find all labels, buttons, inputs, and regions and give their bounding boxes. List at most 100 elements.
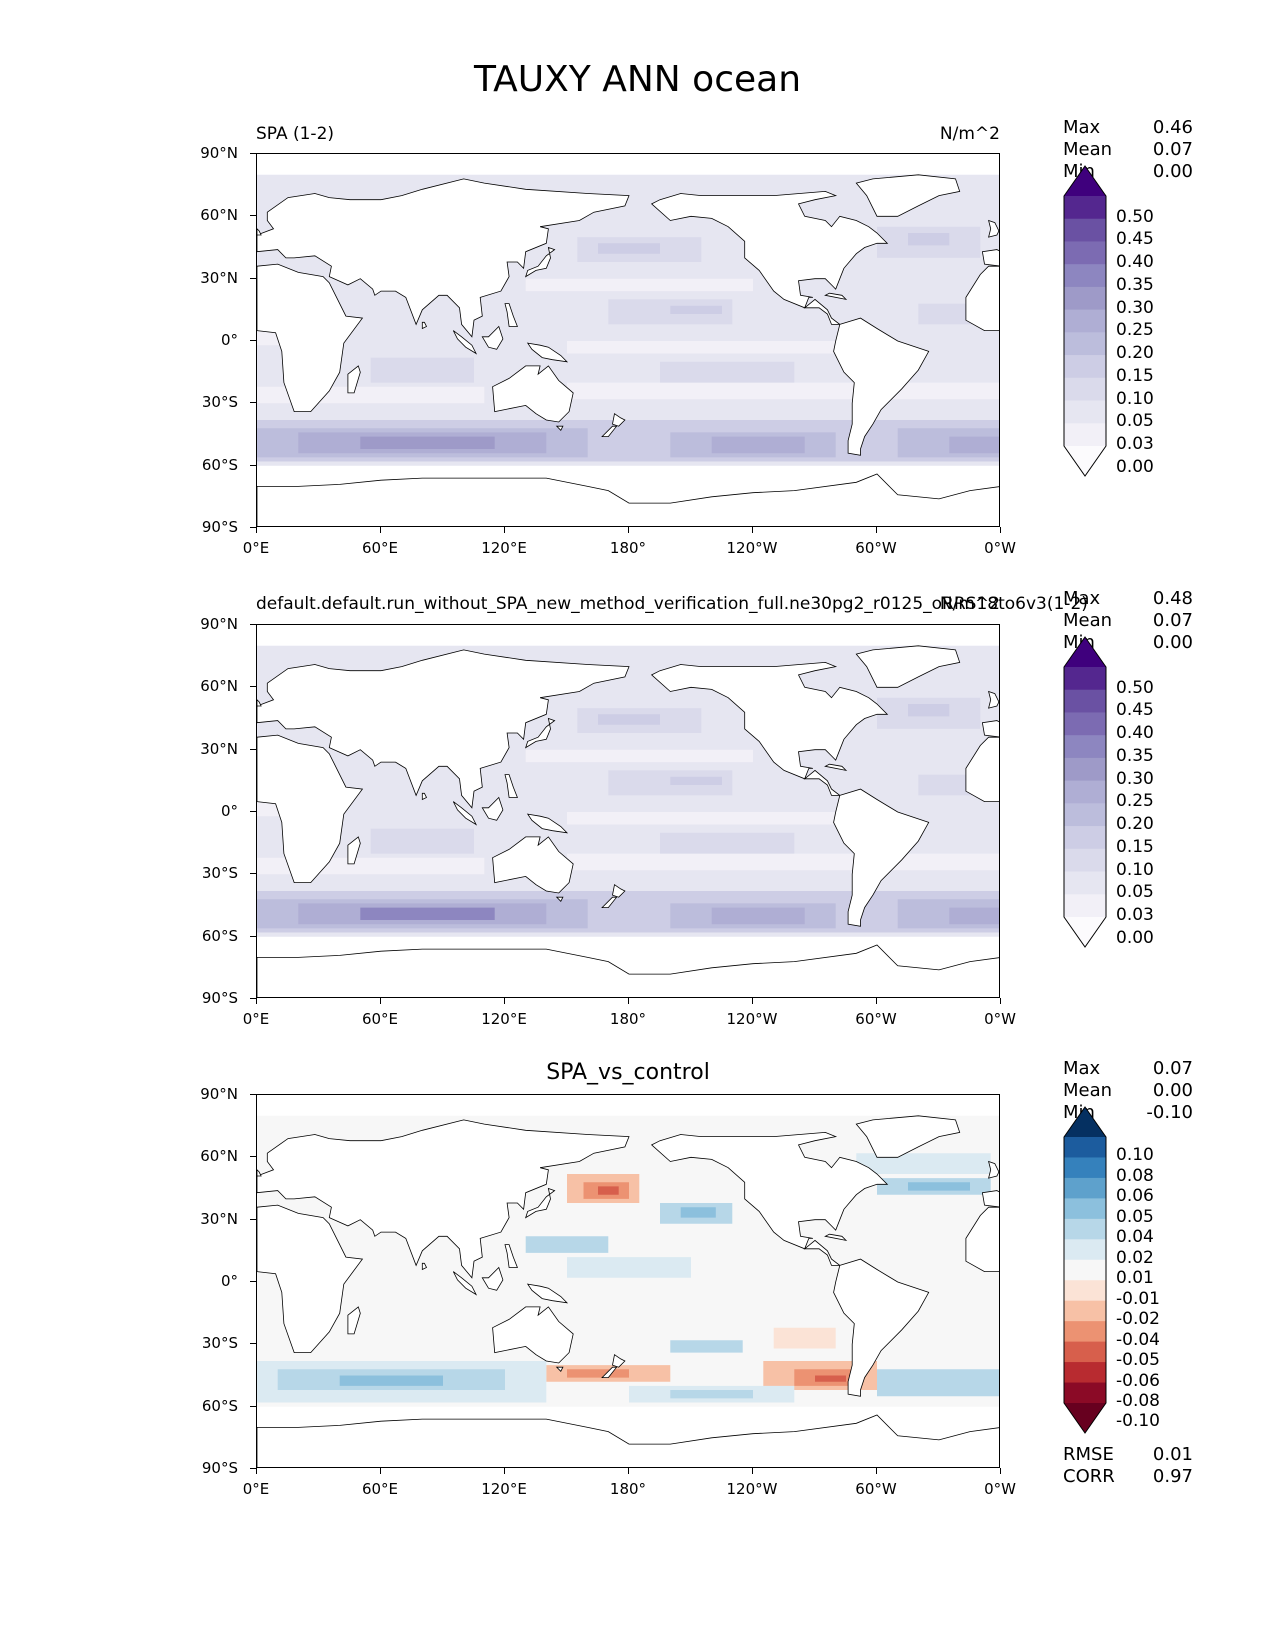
y-tick-label: 60°N: [200, 1147, 238, 1166]
stat-row: Max 0.46: [1063, 117, 1193, 139]
y-tick-label: 30°N: [200, 739, 238, 758]
colorbar-segment: [1064, 377, 1106, 402]
panel-title-left: SPA (1-2): [256, 124, 335, 144]
coastline-uk2: [257, 1169, 262, 1177]
contour-band: [908, 704, 950, 717]
coastline-borneo: [481, 1266, 504, 1291]
coastline-sumatra: [452, 330, 478, 355]
colorbar: [1063, 636, 1107, 948]
contour-band: [598, 1186, 619, 1195]
y-tick-label: 30°N: [200, 1209, 238, 1228]
stat-label: Mean: [1063, 610, 1113, 631]
contour-band: [598, 714, 660, 725]
stat-row: Max 0.07: [1063, 1058, 1193, 1080]
contour-band: [525, 1236, 609, 1253]
colorbar-tick-label: 0.25: [1116, 320, 1154, 341]
x-tick-label: 0°E: [242, 1010, 270, 1028]
y-tick-mark: [250, 811, 256, 812]
y-tick-mark: [250, 402, 256, 404]
x-tick-mark: [876, 527, 877, 533]
colorbar-tick-label: 0.05: [1116, 882, 1154, 903]
x-tick-label: 120°W: [726, 1010, 778, 1028]
stat-label: Max: [1063, 1058, 1101, 1079]
coastline-greenland: [855, 174, 961, 217]
colorbar-tick-label: 0.40: [1116, 252, 1154, 273]
y-tick-mark: [250, 1405, 256, 1407]
colorbar-tick-label: 0.10: [1116, 859, 1154, 880]
y-tick-mark: [250, 1343, 256, 1345]
y-tick-label: 90°S: [201, 518, 238, 536]
contour-band: [339, 1375, 443, 1386]
coastline-nz-n: [612, 884, 626, 898]
y-tick-label: 0°: [220, 331, 238, 349]
coastline-greenland: [855, 645, 961, 688]
colorbar-tick-label: -0.05: [1116, 1350, 1160, 1371]
x-tick-mark: [256, 998, 257, 1004]
contour-band: [567, 1257, 691, 1278]
contour-band: [567, 1369, 629, 1378]
colorbar-tick-label: 0.40: [1116, 723, 1154, 744]
coastline-india-lanka: [421, 321, 428, 330]
y-tick-mark: [250, 624, 256, 625]
colorbar-segment: [1064, 1321, 1106, 1343]
x-tick-label: 60°W: [855, 1480, 897, 1498]
coastline-philippines: [504, 303, 518, 327]
coastline-japan: [524, 1187, 556, 1219]
y-tick-label: 0°: [220, 1272, 238, 1290]
coastline-uk2: [257, 228, 262, 236]
x-tick-mark: [380, 527, 381, 533]
coastline-australia: [492, 836, 574, 894]
colorbar-tick-label: 0.50: [1116, 677, 1154, 698]
contour-band: [598, 243, 660, 254]
colorbar-tick-label: 0.00: [1116, 456, 1154, 477]
colorbar-segment: [1064, 1177, 1106, 1199]
y-tick-label: 60°N: [200, 677, 238, 696]
y-tick-label: 30°S: [201, 1334, 238, 1353]
contour-band: [949, 907, 999, 925]
colorbar-tick-label: 0.10: [1116, 1145, 1154, 1166]
coastline-nz-s: [601, 896, 618, 909]
stat-row: Mean 0.00: [1063, 1080, 1193, 1102]
coastline-antarctica: [257, 1414, 999, 1467]
map-plot: [257, 174, 999, 526]
coastline-tasmania: [555, 1366, 564, 1372]
stat-value: 0.00: [1152, 1080, 1193, 1101]
stat-label: Max: [1063, 588, 1101, 609]
x-tick-label: 60°W: [855, 1010, 897, 1028]
y-tick-label: 90°N: [200, 1085, 238, 1103]
contour-band: [525, 278, 753, 292]
coastline-newguinea: [526, 1283, 569, 1304]
y-tick-label: 60°S: [201, 926, 238, 945]
colorbar-tick-label: 0.35: [1116, 745, 1154, 766]
contour-band: [877, 853, 999, 871]
colorbar-segment: [1064, 196, 1106, 220]
coastline-sumatra: [452, 1271, 478, 1296]
coastline-africa: [257, 1204, 364, 1354]
contour-band: [773, 1327, 836, 1349]
colorbar-tick-label: -0.10: [1116, 1411, 1160, 1432]
contour-band: [711, 907, 805, 925]
panel-units: N/m^2: [939, 124, 1000, 144]
colorbar-tick-label: 0.05: [1116, 411, 1154, 432]
coastline-india-lanka: [421, 1262, 428, 1271]
y-tick-label: 90°S: [201, 989, 238, 1007]
contour-band: [908, 1182, 970, 1191]
colorbar-tick-label: 0.45: [1116, 229, 1154, 250]
x-tick-label: 120°W: [726, 539, 778, 557]
colorbar-tick-label: -0.08: [1116, 1391, 1160, 1411]
colorbar-segment: [1064, 826, 1106, 850]
colorbar-segment: [1064, 1382, 1106, 1404]
coastline-india-lanka: [421, 792, 428, 801]
contour-band: [360, 907, 495, 920]
stat-row: Mean 0.07: [1063, 139, 1193, 161]
coastline-borneo: [481, 796, 504, 821]
stat-row: Max 0.48: [1063, 588, 1193, 610]
colorbar-tick-label: 0.08: [1116, 1165, 1154, 1186]
y-tick-mark: [250, 748, 256, 750]
contour-band: [660, 361, 795, 383]
stat-label: Max: [1063, 117, 1101, 138]
y-tick-mark: [250, 1156, 256, 1158]
colorbar-segment: [1064, 1218, 1106, 1240]
colorbar-segment: [1064, 871, 1106, 895]
colorbar-tick-label: 0.15: [1116, 836, 1154, 857]
